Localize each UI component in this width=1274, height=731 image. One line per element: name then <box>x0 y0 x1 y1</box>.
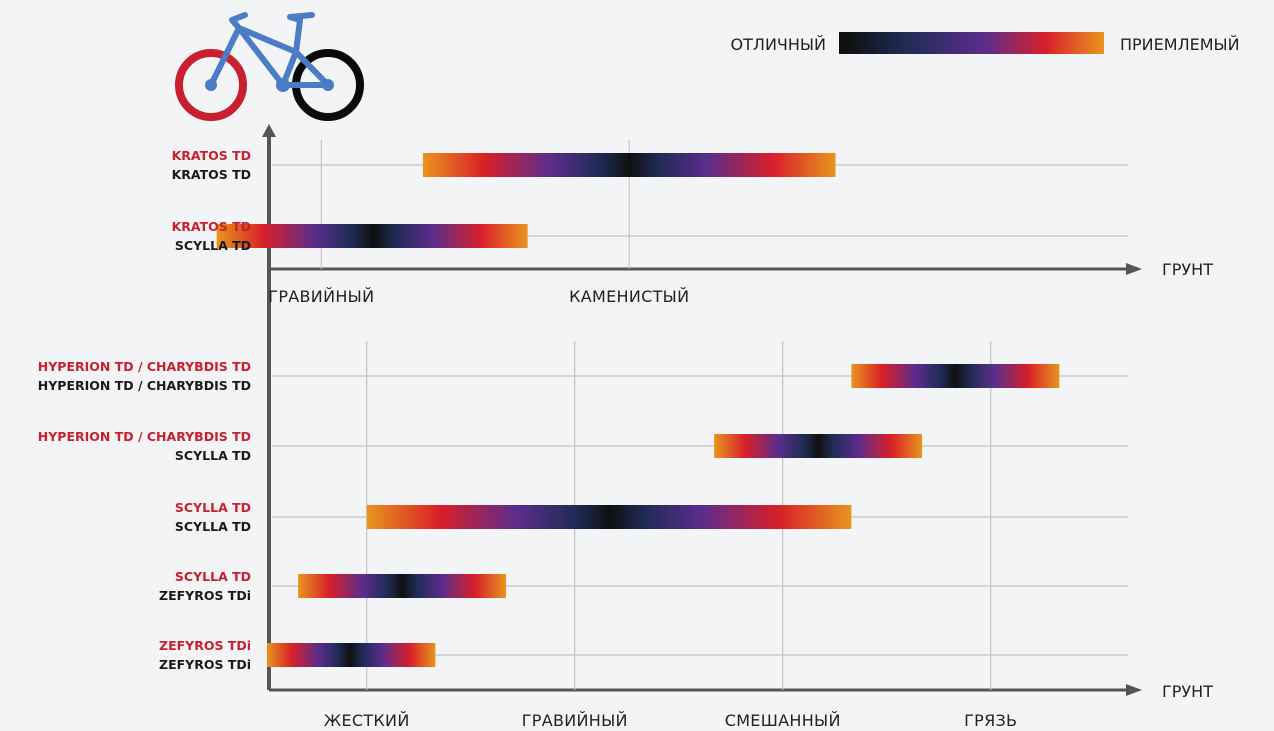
front-tyre-label: SCYLLA TD <box>175 569 251 584</box>
y-axis-arrow <box>262 124 276 137</box>
range-bar <box>216 224 528 248</box>
range-bar <box>714 434 923 458</box>
legend: ОТЛИЧНЫЙ ПРИЕМЛЕМЫЙ <box>731 32 1240 54</box>
rear-tyre-label: HYPERION TD / CHARYBDIS TD <box>38 378 251 393</box>
legend-gradient-bar <box>839 32 1104 54</box>
front-tyre-label: HYPERION TD / CHARYBDIS TD <box>38 429 251 444</box>
front-tyre-label: HYPERION TD / CHARYBDIS TD <box>38 359 251 374</box>
rear-tyre-label: SCYLLA TD <box>175 519 251 534</box>
category-label-2: ГРАВИЙНЫЙ <box>522 711 628 730</box>
axes: ГРУНТ ГРУНТ <box>262 124 1213 701</box>
front-tyre-label: KRATOS TD <box>172 148 251 163</box>
front-tyre-label: KRATOS TD <box>172 219 251 234</box>
category-label-1: ЖЕСТКИЙ <box>324 711 410 730</box>
front-tyre-label: ZEFYROS TDi <box>159 638 251 653</box>
x-axis-title-bottom: ГРУНТ <box>1162 682 1213 701</box>
x-axis-arrow-top <box>1126 263 1142 275</box>
legend-right-label: ПРИЕМЛЕМЫЙ <box>1120 35 1240 54</box>
range-bar <box>422 153 836 177</box>
rear-tyre-label: SCYLLA TD <box>175 238 251 253</box>
legend-left-label: ОТЛИЧНЫЙ <box>731 35 826 54</box>
bicycle-icon <box>175 12 364 121</box>
x-axis-title-top: ГРУНТ <box>1162 260 1213 279</box>
rear-tyre-label: KRATOS TD <box>172 167 251 182</box>
rear-tyre-label: ZEFYROS TDi <box>159 657 251 672</box>
range-bar <box>298 574 507 598</box>
front-tyre-label: SCYLLA TD <box>175 500 251 515</box>
category-label-3: СМЕШАННЫЙ <box>725 711 841 730</box>
rear-tyre-label: SCYLLA TD <box>175 448 251 463</box>
category-label-2: КАМЕНИСТЫЙ <box>569 287 689 306</box>
rear-tyre-label: ZEFYROS TDi <box>159 588 251 603</box>
x-axis-arrow-bottom <box>1126 684 1142 696</box>
range-bar <box>266 643 436 667</box>
category-label-1: ГРАВИЙНЫЙ <box>268 287 374 306</box>
range-bar <box>366 505 852 529</box>
range-bar <box>851 364 1060 388</box>
category-label-4: ГРЯЗЬ <box>964 711 1017 730</box>
